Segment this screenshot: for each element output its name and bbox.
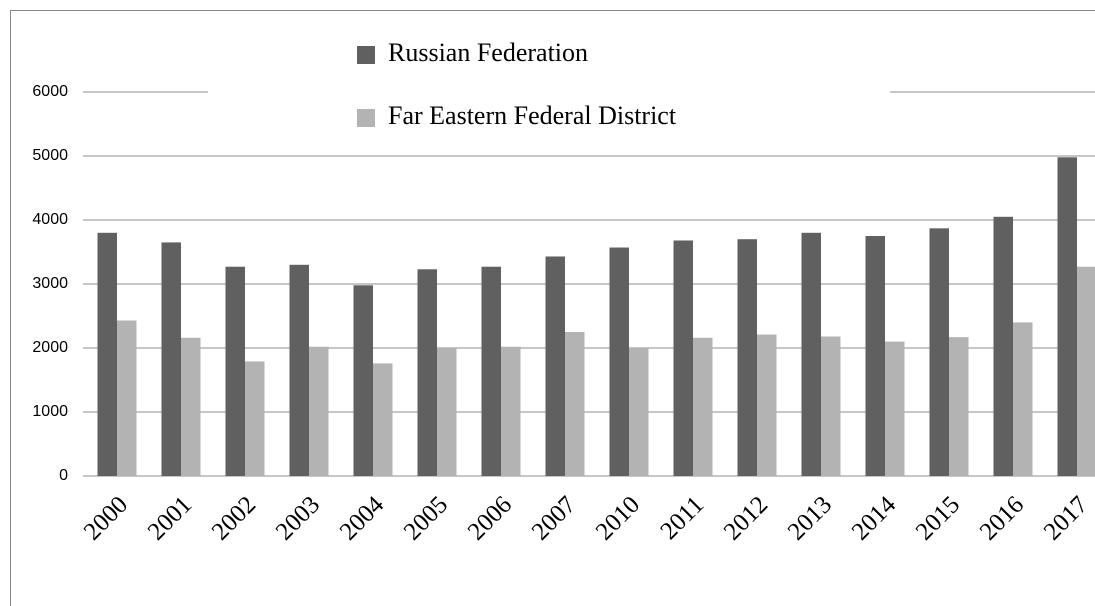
bar bbox=[245, 361, 265, 476]
y-tick-label: 6000 bbox=[32, 83, 68, 100]
bar bbox=[501, 346, 521, 476]
bar bbox=[225, 266, 245, 476]
bar bbox=[353, 285, 373, 476]
bar bbox=[373, 363, 393, 476]
legend-background bbox=[208, 30, 890, 150]
bar bbox=[673, 240, 693, 476]
bar bbox=[801, 232, 821, 476]
legend-label: Russian Federation bbox=[388, 38, 588, 67]
bar bbox=[97, 232, 117, 476]
bar bbox=[545, 256, 565, 476]
bar bbox=[1077, 266, 1095, 476]
bar bbox=[117, 320, 137, 476]
bar bbox=[565, 332, 585, 476]
bar bbox=[993, 216, 1013, 477]
bar bbox=[1057, 157, 1077, 476]
bar bbox=[757, 334, 777, 476]
bar bbox=[929, 228, 949, 476]
y-tick-label: 1000 bbox=[32, 403, 68, 420]
bar bbox=[289, 264, 309, 476]
bar bbox=[309, 346, 329, 476]
bar bbox=[181, 337, 201, 476]
bar bbox=[161, 242, 181, 476]
bar bbox=[417, 269, 437, 476]
legend-swatch bbox=[357, 109, 375, 127]
bar bbox=[693, 337, 713, 476]
bar bbox=[609, 247, 629, 476]
y-tick-label: 3000 bbox=[32, 275, 68, 292]
bar bbox=[737, 239, 757, 476]
bar bbox=[1013, 322, 1033, 476]
bar bbox=[865, 236, 885, 476]
y-tick-label: 0 bbox=[59, 467, 68, 484]
bar bbox=[949, 337, 969, 476]
legend-label: Far Eastern Federal District bbox=[388, 101, 677, 130]
bar bbox=[885, 341, 905, 476]
legend-swatch bbox=[357, 46, 375, 64]
y-tick-label: 2000 bbox=[32, 339, 68, 356]
bar bbox=[437, 348, 457, 476]
bar bbox=[821, 336, 841, 476]
y-tick-label: 4000 bbox=[32, 211, 68, 228]
bar bbox=[481, 266, 501, 476]
y-tick-label: 5000 bbox=[32, 147, 68, 164]
bar bbox=[629, 348, 649, 476]
